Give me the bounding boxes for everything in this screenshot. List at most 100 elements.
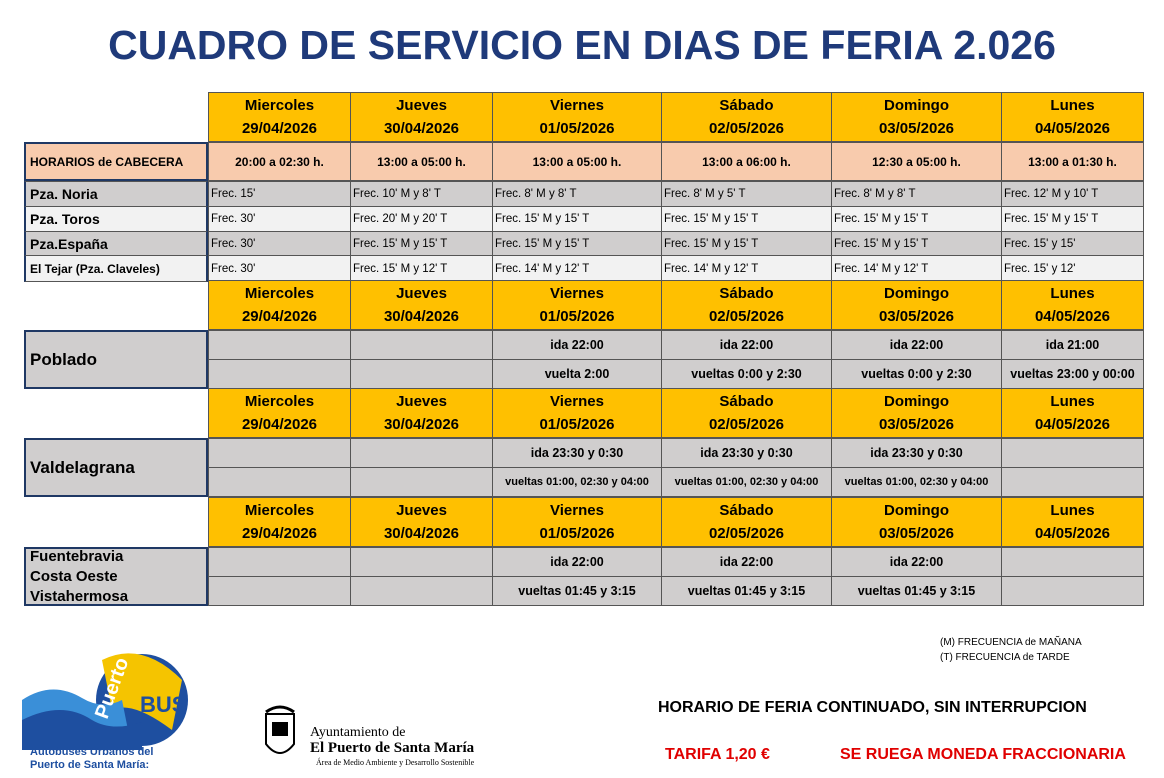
logo-line2: Puerto de Santa María: — [30, 759, 149, 771]
title: CUADRO DE SERVICIO EN DIAS DE FERIA 2.02… — [108, 22, 1056, 68]
day-header: Jueves 30/04/2026 — [350, 497, 493, 547]
stop-label: Pza.España — [24, 231, 208, 256]
empty-cell — [350, 359, 493, 389]
empty-cell — [350, 576, 493, 606]
empty-cell — [1001, 438, 1144, 468]
frequency: Frec. 14' M y 12' T — [492, 255, 662, 282]
frequency: Frec. 8' M y 8' T — [492, 181, 662, 207]
frequency: Frec. 15' M y 15' T — [492, 206, 662, 232]
schedule: vueltas 01:45 y 3:15 — [831, 576, 1002, 606]
bus-logo: Puerto BUS Autobuses Urbanos del Puerto … — [22, 653, 188, 771]
moneda: SE RUEGA MONEDA FRACCIONARIA — [840, 746, 1126, 763]
section-label-line: Fuentebravia — [30, 547, 124, 565]
day-date: 02/05/2026 — [708, 120, 785, 137]
empty-cell — [208, 547, 351, 577]
day-date: 30/04/2026 — [383, 120, 460, 137]
empty-cell — [1001, 576, 1144, 606]
day-date: 02/05/2026 — [708, 308, 785, 325]
schedule: vueltas 01:45 y 3:15 — [492, 576, 662, 606]
logo-word2: BUS — [140, 692, 186, 717]
section-label-line: Costa Oeste — [30, 567, 118, 585]
frequency: Frec. 15' M y 12' T — [350, 255, 493, 282]
day-header: Domingo 03/05/2026 — [831, 497, 1002, 547]
day-date: 02/05/2026 — [708, 416, 785, 433]
empty-cell — [208, 438, 351, 468]
day-date: 03/05/2026 — [878, 308, 955, 325]
schedule: ida 22:00 — [831, 547, 1002, 577]
day-date: 01/05/2026 — [539, 308, 615, 325]
day-name: Viernes — [550, 393, 604, 410]
frequency: Frec. 8' M y 8' T — [831, 181, 1002, 207]
frequency: Frec. 15' — [208, 181, 351, 207]
day-header: Jueves 30/04/2026 — [350, 92, 493, 142]
schedule: vueltas 0:00 y 2:30 — [661, 359, 832, 389]
day-header: Sábado 02/05/2026 — [661, 388, 832, 438]
schedule: ida 22:00 — [661, 330, 832, 360]
hours: 12:30 a 05:00 h. — [831, 142, 1002, 181]
ayto-line2: El Puerto de Santa María — [310, 740, 475, 756]
day-name: Miercoles — [244, 393, 315, 410]
frequency: Frec. 15' y 12' — [1001, 255, 1144, 282]
day-header: Viernes 01/05/2026 — [492, 92, 662, 142]
day-date: 01/05/2026 — [539, 525, 615, 542]
day-header: Sábado 02/05/2026 — [661, 497, 832, 547]
day-name: Lunes — [1050, 393, 1095, 410]
day-name: Sábado — [719, 393, 774, 410]
frequency: Frec. 14' M y 12' T — [661, 255, 832, 282]
frequency: Frec. 20' M y 20' T — [350, 206, 493, 232]
legend-t: (T) FRECUENCIA de TARDE — [940, 652, 1070, 663]
frequency: Frec. 15' M y 15' T — [1001, 206, 1144, 232]
frequency: Frec. 15' M y 15' T — [831, 206, 1002, 232]
frequency: Frec. 15' M y 15' T — [661, 231, 832, 256]
tarifa: TARIFA 1,20 € — [665, 746, 770, 763]
day-date: 30/04/2026 — [383, 308, 460, 325]
day-date: 03/05/2026 — [878, 120, 955, 137]
schedule: vueltas 01:00, 02:30 y 04:00 — [492, 467, 662, 497]
frequency: Frec. 8' M y 5' T — [661, 181, 832, 207]
hours: 20:00 a 02:30 h. — [208, 142, 351, 181]
day-header: Lunes 04/05/2026 — [1001, 388, 1144, 438]
frequency: Frec. 15' M y 15' T — [831, 231, 1002, 256]
hours: 13:00 a 05:00 h. — [350, 142, 493, 181]
day-date: 01/05/2026 — [539, 416, 615, 433]
day-header: Miercoles 29/04/2026 — [208, 388, 351, 438]
frequency: Frec. 10' M y 8' T — [350, 181, 493, 207]
day-name: Miercoles — [244, 285, 315, 302]
day-name: Domingo — [884, 393, 949, 410]
day-name: Lunes — [1050, 285, 1095, 302]
hours: 13:00 a 06:00 h. — [661, 142, 832, 181]
day-name: Sábado — [719, 285, 774, 302]
cabecera-label: HORARIOS de CABECERA — [24, 142, 208, 181]
empty-cell — [350, 438, 493, 468]
day-header: Lunes 04/05/2026 — [1001, 497, 1144, 547]
day-name: Jueves — [396, 393, 447, 410]
schedule: ida 22:00 — [492, 330, 662, 360]
frequency: Frec. 14' M y 12' T — [831, 255, 1002, 282]
stop-label: El Tejar (Pza. Claveles) — [24, 255, 208, 282]
schedule: ida 22:00 — [492, 547, 662, 577]
day-name: Sábado — [719, 502, 774, 519]
schedule: vueltas 01:00, 02:30 y 04:00 — [661, 467, 832, 497]
day-header: Viernes 01/05/2026 — [492, 497, 662, 547]
day-header: Miercoles 29/04/2026 — [208, 497, 351, 547]
ayto-line1: Ayuntamiento de — [310, 725, 406, 740]
empty-cell — [350, 330, 493, 360]
day-date: 29/04/2026 — [241, 416, 318, 433]
day-header: Lunes 04/05/2026 — [1001, 92, 1144, 142]
section-label-line: Poblado — [30, 349, 98, 369]
section-label-line: Vistahermosa — [30, 587, 129, 605]
schedule: vueltas 0:00 y 2:30 — [831, 359, 1002, 389]
schedule: vueltas 01:00, 02:30 y 04:00 — [831, 467, 1002, 497]
empty-cell — [350, 547, 493, 577]
hours: 13:00 a 05:00 h. — [492, 142, 662, 181]
empty-cell — [208, 330, 351, 360]
hours: 13:00 a 01:30 h. — [1001, 142, 1144, 181]
day-name: Jueves — [396, 97, 447, 114]
frequency: Frec. 12' M y 10' T — [1001, 181, 1144, 207]
empty-cell — [350, 467, 493, 497]
section-label: Poblado — [24, 330, 208, 389]
notice: HORARIO DE FERIA CONTINUADO, SIN INTERRU… — [658, 699, 1087, 716]
frequency: Frec. 30' — [208, 255, 351, 282]
schedule: ida 22:00 — [831, 330, 1002, 360]
